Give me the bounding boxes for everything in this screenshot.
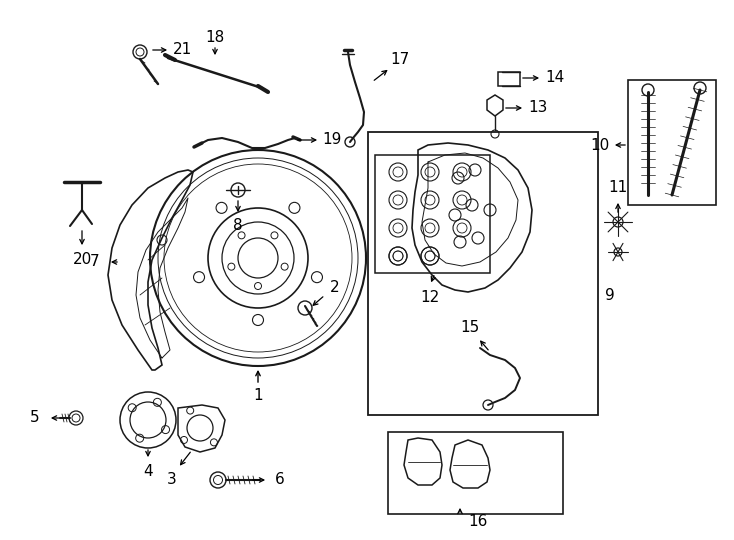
Bar (498, 72, 520, 86)
Text: 17: 17 (390, 52, 410, 68)
Text: 9: 9 (605, 287, 615, 302)
Circle shape (614, 248, 622, 256)
Text: 15: 15 (460, 321, 479, 335)
Circle shape (613, 217, 623, 227)
Bar (375, 155, 490, 273)
Text: 12: 12 (421, 291, 440, 306)
Text: 16: 16 (468, 515, 487, 530)
Text: 19: 19 (322, 132, 342, 147)
Text: 6: 6 (275, 472, 285, 488)
Text: 13: 13 (528, 100, 548, 116)
Text: 1: 1 (253, 388, 263, 402)
Bar (368, 132, 598, 415)
Text: 7: 7 (90, 254, 100, 269)
Text: 21: 21 (172, 43, 192, 57)
Text: 18: 18 (206, 30, 225, 45)
Text: 10: 10 (590, 138, 610, 152)
Text: 4: 4 (143, 464, 153, 480)
Text: 20: 20 (73, 253, 92, 267)
Text: 2: 2 (330, 280, 340, 295)
Bar (628, 80, 716, 205)
Text: 11: 11 (608, 180, 628, 195)
Bar (388, 432, 563, 514)
Text: 8: 8 (233, 218, 243, 233)
Text: 14: 14 (545, 71, 564, 85)
Text: 5: 5 (30, 410, 40, 426)
Text: 3: 3 (167, 472, 177, 488)
